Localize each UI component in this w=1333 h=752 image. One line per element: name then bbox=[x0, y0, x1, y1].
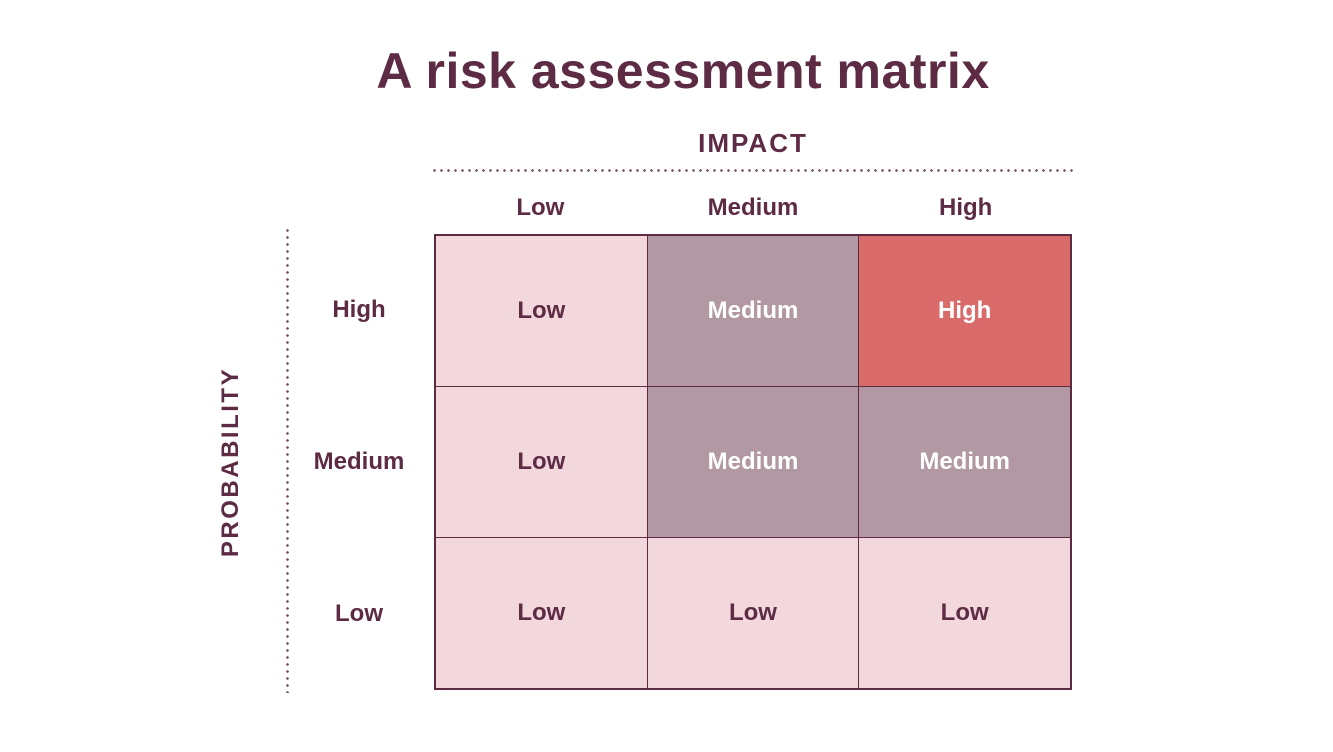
page-title: A risk assessment matrix bbox=[376, 43, 990, 99]
matrix-cell-high-high: High bbox=[859, 236, 1070, 386]
column-headers: Low Medium High bbox=[434, 192, 1072, 224]
risk-matrix-grid: Low Medium High Low Medium Medium Low Lo… bbox=[434, 234, 1072, 690]
matrix-cell-low-medium: Low bbox=[647, 538, 859, 688]
matrix-cell-high-low: Low bbox=[436, 236, 647, 386]
matrix-cell-medium-high: Medium bbox=[859, 387, 1070, 537]
matrix-cell-medium-low: Low bbox=[436, 387, 647, 537]
matrix-cell-medium-medium: Medium bbox=[647, 387, 859, 537]
probability-axis-dotted-line bbox=[286, 229, 289, 693]
column-header-low: Low bbox=[516, 194, 565, 221]
column-header-medium: Medium bbox=[707, 194, 799, 221]
row-headers: High Medium Low bbox=[296, 234, 422, 690]
probability-axis-label: PROBABILITY bbox=[217, 366, 244, 558]
impact-axis-label: IMPACT bbox=[698, 128, 808, 158]
row-header-medium: Medium bbox=[313, 448, 405, 475]
matrix-cell-low-low: Low bbox=[436, 538, 647, 688]
matrix-cell-low-high: Low bbox=[859, 538, 1070, 688]
column-header-high: High bbox=[939, 194, 993, 221]
row-header-low: Low bbox=[335, 600, 383, 627]
matrix-cell-high-medium: Medium bbox=[647, 236, 859, 386]
row-header-high: High bbox=[332, 296, 386, 323]
impact-axis-dotted-line bbox=[433, 169, 1073, 172]
